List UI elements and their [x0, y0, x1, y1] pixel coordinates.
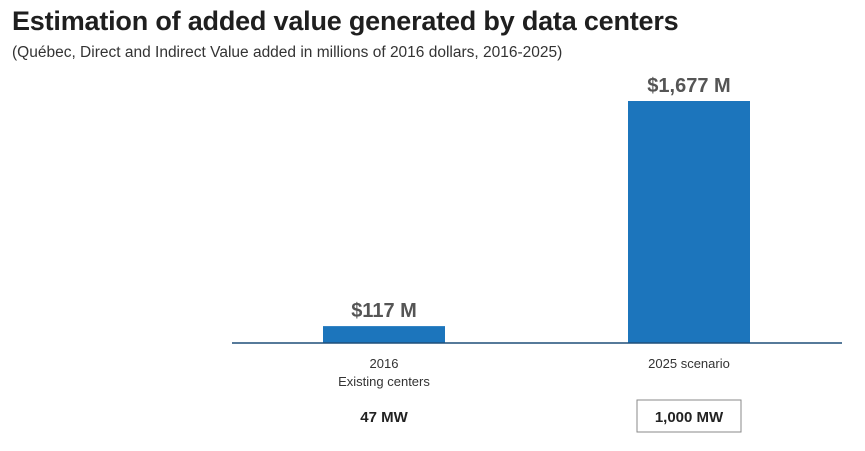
category-sublabel-0: Existing centers — [338, 374, 430, 389]
capacity-label-1: 1,000 MW — [655, 409, 724, 426]
bar-0 — [323, 326, 445, 343]
bar-value-label-0: $117 M — [351, 300, 417, 322]
capacity-label-0: 47 MW — [360, 409, 408, 426]
bar-1 — [628, 101, 750, 343]
category-label-0: 2016 — [370, 356, 399, 371]
bar-value-label-1: $1,677 M — [647, 75, 730, 97]
chart-title: Estimation of added value generated by d… — [12, 6, 679, 36]
capacity-box-1 — [636, 399, 742, 433]
chart-subtitle: (Québec, Direct and Indirect Value added… — [12, 44, 563, 61]
category-label-1: 2025 scenario — [648, 356, 730, 371]
